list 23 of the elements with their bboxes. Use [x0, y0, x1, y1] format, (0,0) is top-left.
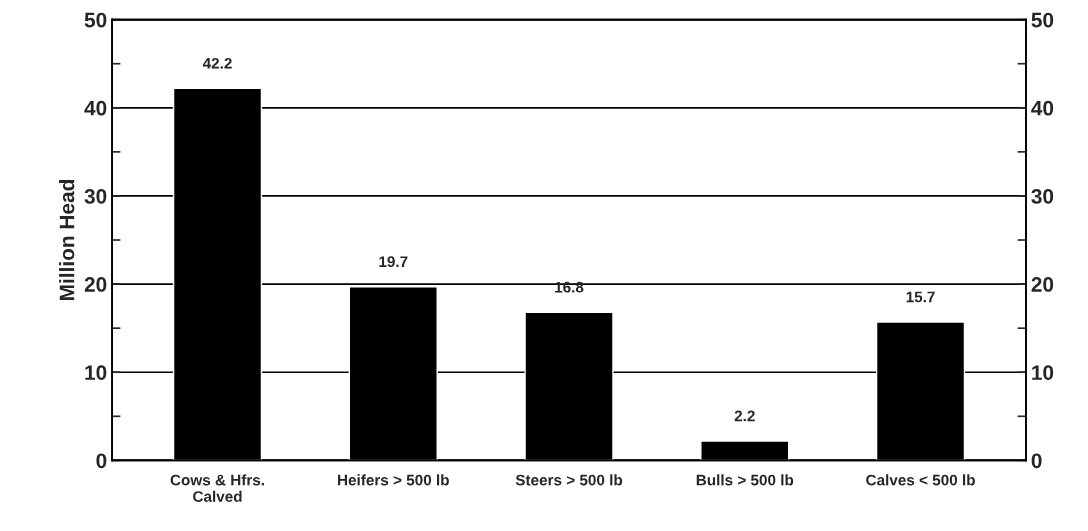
- y2-tick-label: 20: [1031, 277, 1054, 292]
- x-tick-label: Cows & Hfrs. Calved: [170, 474, 264, 502]
- y2-tick-label: 30: [1031, 188, 1054, 204]
- data-label: 2.2: [734, 410, 755, 422]
- y2-tick-label: 50: [1031, 12, 1054, 28]
- data-label: 16.8: [555, 281, 584, 293]
- y-tick-label: 50: [84, 12, 107, 28]
- data-label: 15.7: [906, 291, 935, 303]
- y-tick-label: 0: [96, 453, 107, 469]
- y2-tick-label: 0: [1031, 453, 1042, 469]
- y2-tick-label: 40: [1031, 100, 1054, 116]
- y-axis-title: Million Head: [59, 180, 75, 300]
- y2-tick-label: 10: [1032, 365, 1054, 380]
- y-tick-label: 20: [84, 277, 107, 292]
- data-label: 19.7: [379, 256, 408, 268]
- y-tick-label: 40: [84, 100, 107, 116]
- x-tick-label: Calves < 500 lb: [866, 474, 975, 486]
- y-tick-label: 30: [84, 188, 107, 204]
- x-tick-label: Steers > 500 lb: [515, 474, 623, 486]
- x-tick-label: Bulls > 500 lb: [696, 474, 794, 486]
- x-tick-label: Heifers > 500 lb: [338, 474, 449, 486]
- y-tick-label: 10: [85, 365, 107, 380]
- data-label: 42.2: [202, 57, 232, 69]
